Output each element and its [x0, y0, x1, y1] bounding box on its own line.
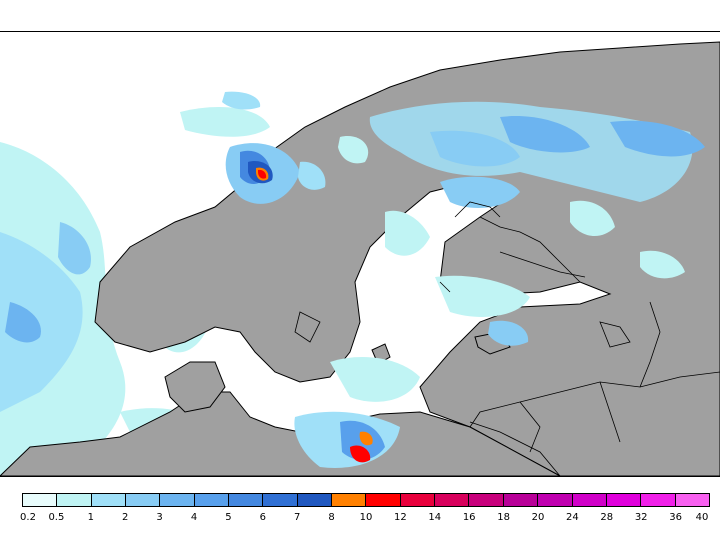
legend-tick-label: 18	[497, 512, 510, 523]
precipitation-map	[0, 31, 720, 477]
legend-tick-label: 8	[328, 512, 335, 523]
legend-swatch	[23, 494, 58, 506]
map-canvas	[0, 41, 720, 476]
legend-swatch	[469, 494, 504, 506]
legend-swatch	[538, 494, 573, 506]
legend-swatch	[229, 494, 264, 506]
legend-tick-label: 0.5	[48, 512, 65, 523]
legend-swatch	[606, 494, 642, 506]
continent-land	[0, 391, 561, 476]
legend-swatch	[572, 494, 607, 506]
legend-swatch	[263, 494, 298, 506]
legend-tick-label: 40	[695, 512, 709, 523]
legend-colorbar	[22, 493, 710, 507]
legend-tick-label: 0.2	[20, 512, 36, 523]
denmark-land	[164, 361, 226, 413]
legend-tick-label: 10	[359, 512, 373, 523]
coastline-details	[294, 201, 720, 476]
legend-swatch	[91, 494, 127, 506]
legend-swatch	[57, 494, 92, 506]
legend-tick-label: 28	[600, 512, 614, 523]
legend-swatch	[503, 494, 539, 506]
precip-hotspot-north	[248, 161, 273, 184]
legend-tick-label: 2	[122, 512, 129, 523]
legend-tick-label: 16	[462, 512, 476, 523]
legend-tick-label: 12	[394, 512, 407, 523]
precip-land-areas	[225, 101, 705, 468]
legend-swatch	[194, 494, 230, 506]
legend-swatch	[400, 494, 436, 506]
legend-tick-label: 14	[428, 512, 442, 523]
legend-tick-label: 24	[566, 512, 579, 523]
legend-swatch	[435, 494, 470, 506]
legend-tick-label: 7	[294, 512, 301, 523]
legend-swatch	[641, 494, 676, 506]
legend-tick-label: 32	[634, 512, 648, 523]
legend-swatch	[332, 494, 367, 506]
legend-tick-label: 3	[156, 512, 163, 523]
legend-swatch	[366, 494, 401, 506]
legend-swatch	[297, 494, 333, 506]
legend-tick-label: 36	[669, 512, 682, 523]
legend-labels: 0.2 0.5 1 2 3 4 5 6 7 8 10 12 14 16 18 20 24 28 32 36 40	[20, 512, 710, 526]
legend-tick-label: 4	[190, 512, 198, 523]
legend-swatch	[160, 494, 195, 506]
legend-tick-label: 20	[531, 512, 545, 523]
legend-swatch	[126, 494, 161, 506]
legend-tick-label: 1	[87, 512, 94, 523]
precip-sea-areas	[0, 91, 316, 476]
legend-tick-label: 5	[225, 512, 232, 523]
legend-swatch	[675, 494, 709, 506]
legend-tick-label: 6	[259, 512, 266, 523]
